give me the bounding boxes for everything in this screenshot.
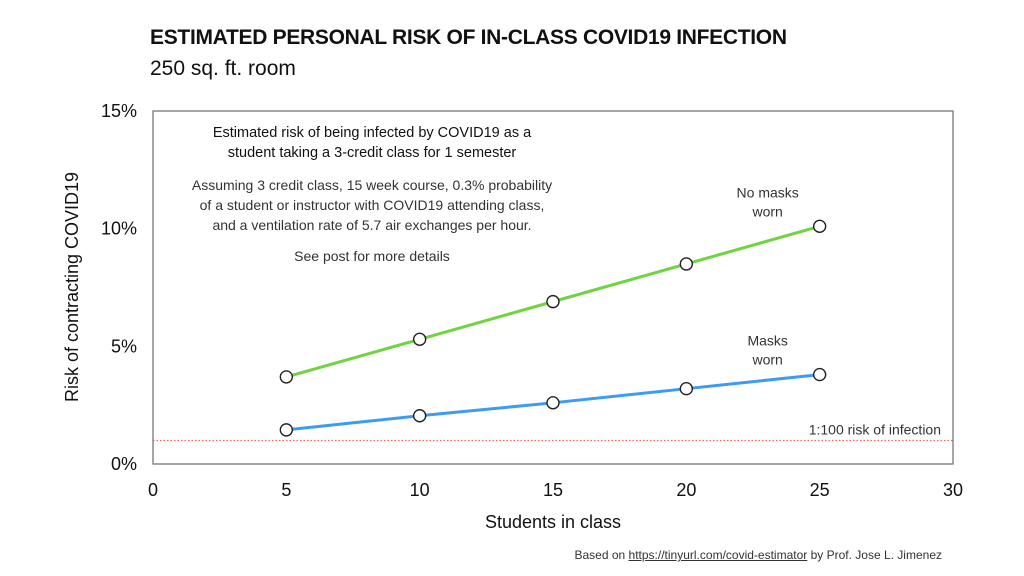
x-tick-label: 0 <box>148 480 158 500</box>
annotation-heading-2: student taking a 3-credit class for 1 se… <box>228 145 517 161</box>
y-tick-label: 10% <box>101 219 137 239</box>
annotation-body-2: of a student or instructor with COVID19 … <box>200 197 545 213</box>
y-tick-label: 5% <box>111 336 137 356</box>
plot-area <box>152 110 954 465</box>
reference-line-label: 1:100 risk of infection <box>809 421 941 437</box>
credit-suffix: by Prof. Jose L. Jimenez <box>807 548 942 562</box>
x-tick-label: 15 <box>543 480 563 500</box>
data-point <box>279 370 294 384</box>
data-point <box>679 257 694 271</box>
x-axis-label: Students in class <box>485 512 621 532</box>
series-label: worn <box>751 203 782 219</box>
source-link[interactable]: https://tinyurl.com/covid-estimator <box>628 548 808 562</box>
x-tick-label: 20 <box>676 480 696 500</box>
annotation-box: Estimated risk of being infected by COVI… <box>192 125 552 264</box>
x-tick-label: 25 <box>810 480 830 500</box>
annotation-body-3: and a ventilation rate of 5.7 air exchan… <box>212 217 531 233</box>
source-credit: Based on https://tinyurl.com/covid-estim… <box>574 548 942 562</box>
y-tick-label: 15% <box>101 101 137 121</box>
annotation-body-1: Assuming 3 credit class, 15 week course,… <box>192 177 552 193</box>
annotation-footer: See post for more details <box>294 248 450 264</box>
series-label: Masks <box>747 333 787 349</box>
data-point <box>546 396 560 410</box>
data-point <box>412 332 427 346</box>
annotation-heading-1: Estimated risk of being infected by COVI… <box>213 125 532 141</box>
y-tick-label: 0% <box>111 454 137 474</box>
data-point <box>812 367 827 382</box>
series-label: No masks <box>737 184 799 200</box>
data-point <box>812 219 827 234</box>
chart-subtitle: 250 sq. ft. room <box>150 57 296 80</box>
data-point <box>412 409 427 423</box>
data-point <box>679 381 694 396</box>
x-tick-label: 5 <box>281 480 291 500</box>
data-point <box>279 423 294 437</box>
chart-title: ESTIMATED PERSONAL RISK OF IN-CLASS COVI… <box>150 26 787 49</box>
x-tick-label: 10 <box>410 480 430 500</box>
series-label: worn <box>751 352 782 368</box>
y-axis-label: Risk of contracting COVID19 <box>62 172 82 402</box>
data-point <box>546 294 560 309</box>
credit-prefix: Based on <box>574 548 629 562</box>
x-tick-label: 30 <box>943 480 963 500</box>
